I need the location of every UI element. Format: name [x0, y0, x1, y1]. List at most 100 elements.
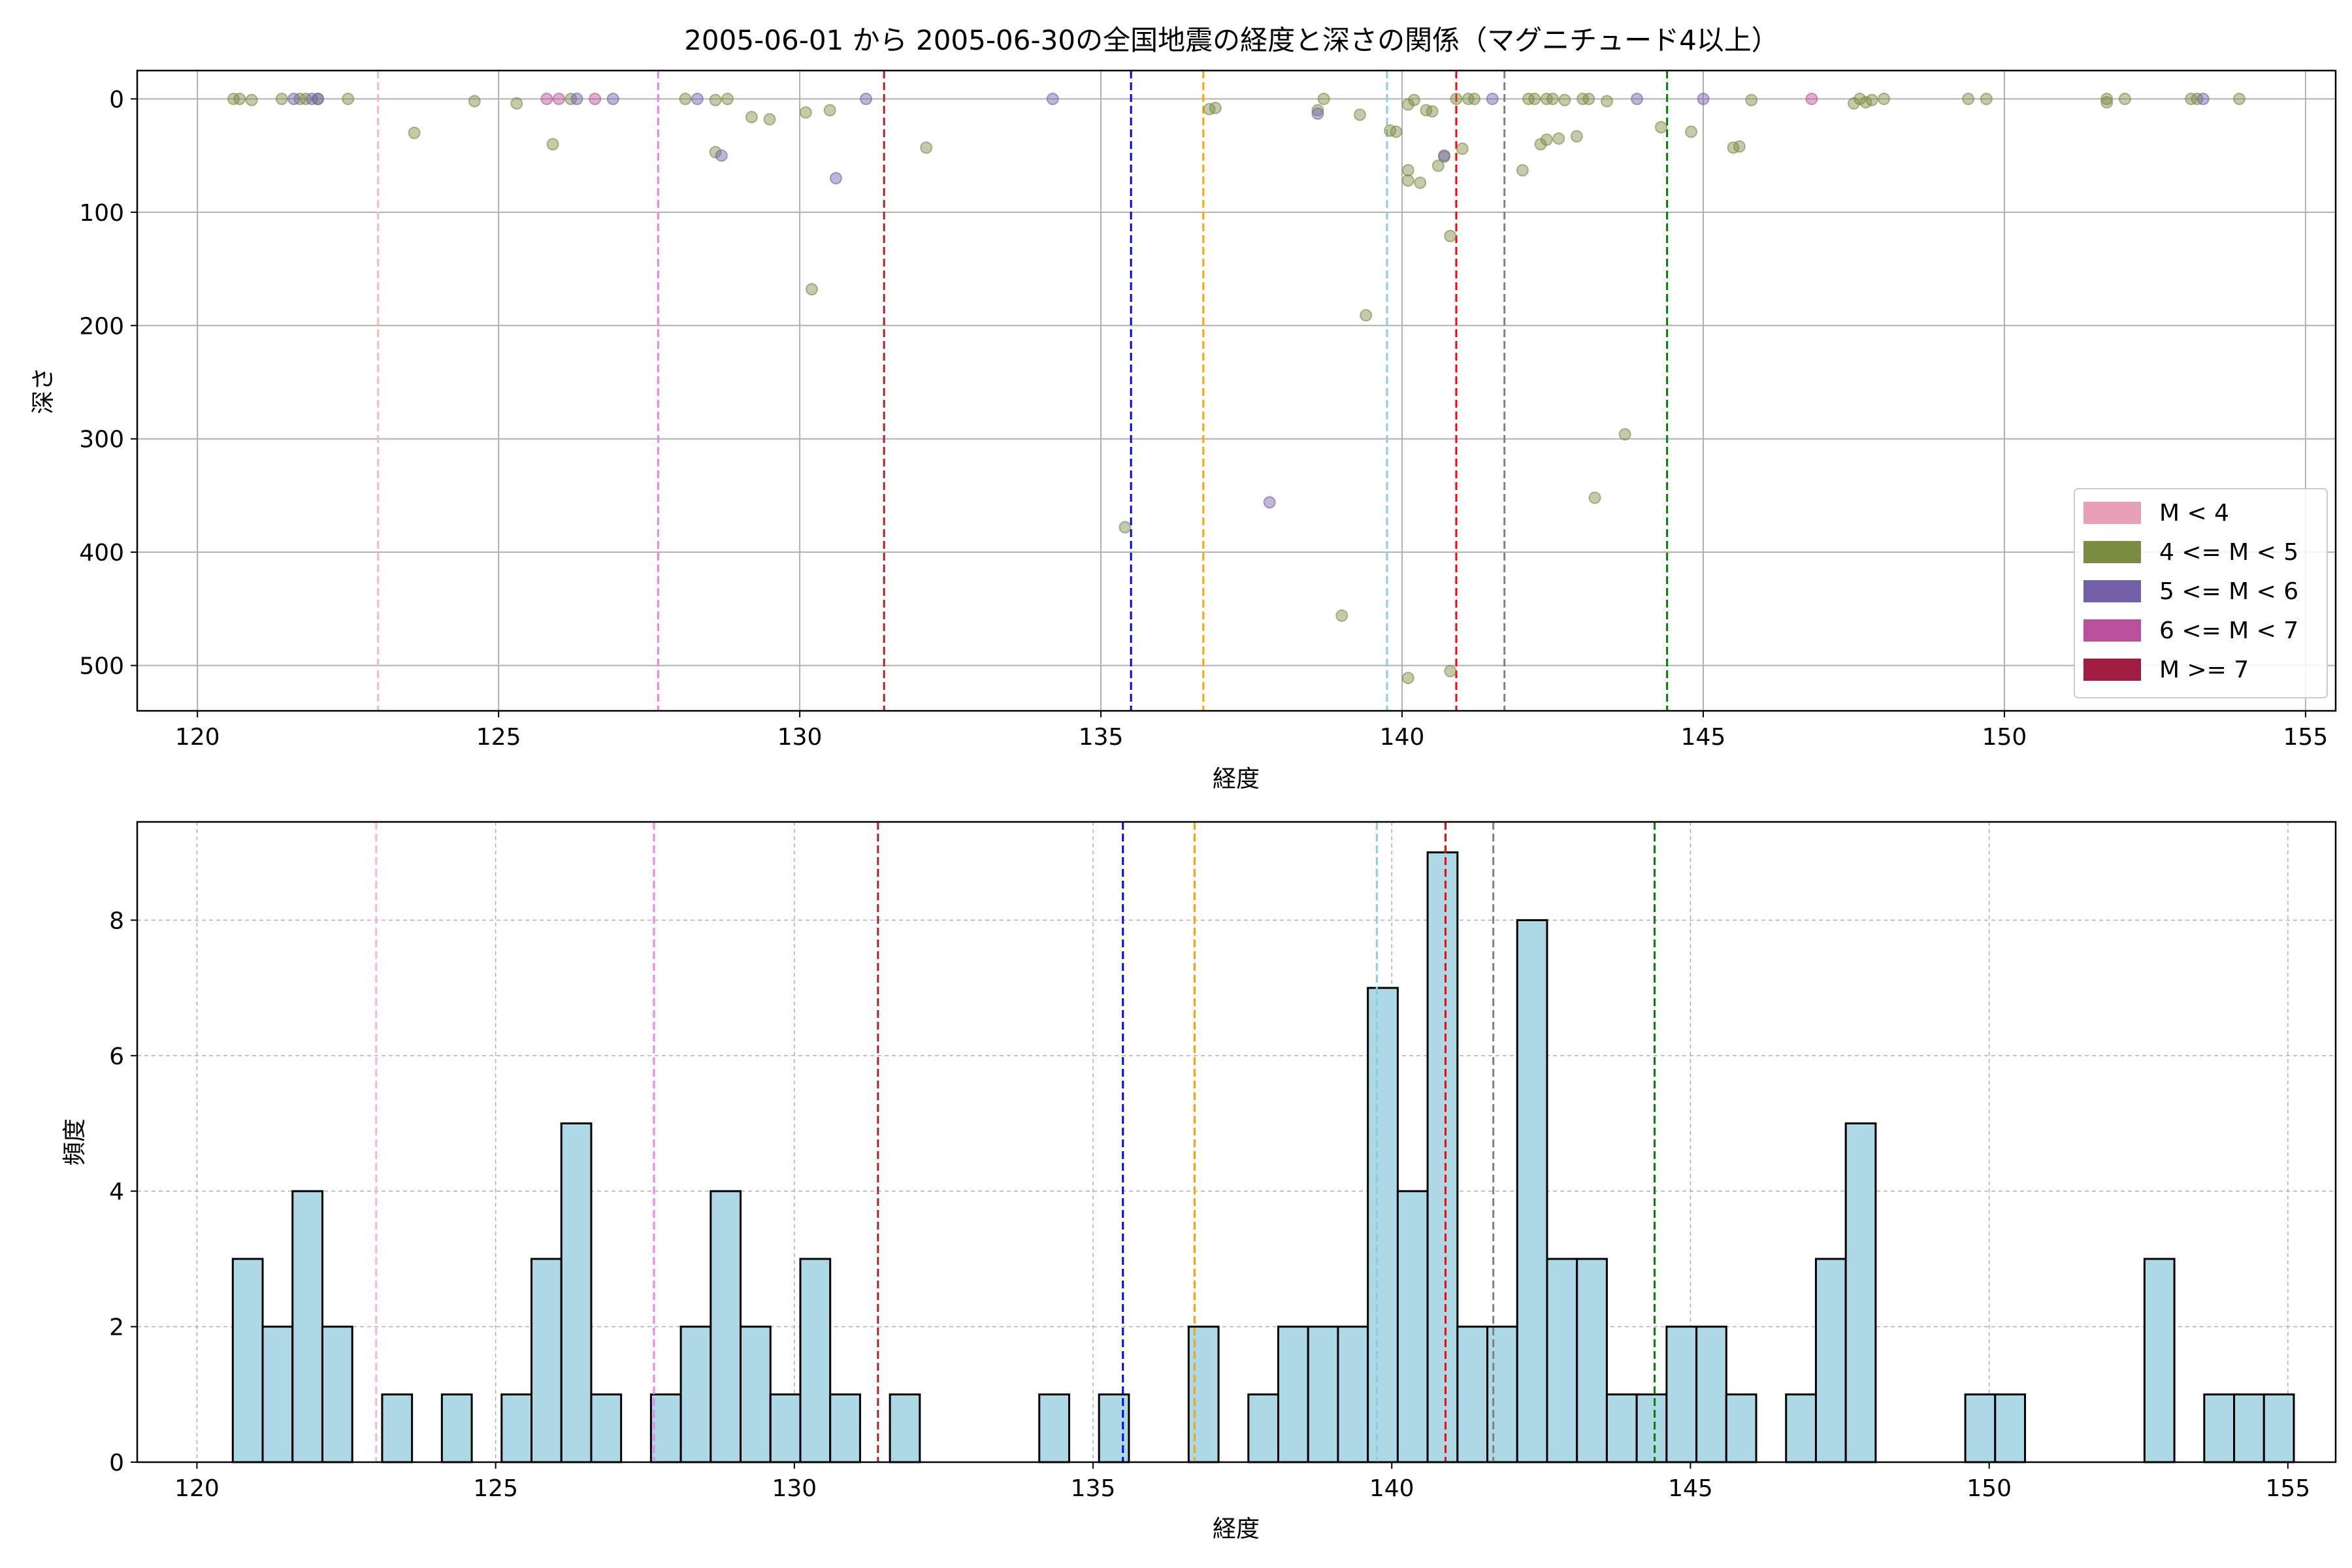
scatter-point: [540, 92, 553, 105]
scatter-point: [1685, 125, 1698, 139]
scatter-point: [799, 106, 812, 119]
scatter-point: [763, 113, 776, 126]
histogram-bar: [1605, 1393, 1638, 1463]
histogram-bar: [2233, 1393, 2265, 1463]
histogram-y-tick-label: 2: [109, 1315, 124, 1341]
scatter-point: [829, 172, 842, 185]
histogram-bar: [1844, 1122, 1877, 1463]
scatter-point: [721, 92, 734, 105]
scatter-point: [920, 141, 933, 154]
scatter-point: [1401, 164, 1414, 177]
histogram-bar: [649, 1393, 682, 1463]
histogram-bar: [1187, 1326, 1220, 1463]
scatter-y-tick-label: 100: [79, 200, 124, 227]
scatter-point: [287, 92, 301, 105]
histogram-bar: [1695, 1326, 1727, 1463]
legend: M < 4 4 <= M < 5 5 <= M < 6 6 <= M < 7 M >= …: [2074, 488, 2328, 698]
histogram-x-tick-label: 145: [1668, 1475, 1713, 1502]
histogram-bar: [231, 1258, 264, 1463]
histogram-bar: [2203, 1393, 2236, 1463]
histogram-bar: [1994, 1393, 2027, 1463]
legend-swatch: [2083, 580, 2141, 602]
scatter-point: [1263, 496, 1276, 509]
histogram-bar: [1456, 1326, 1489, 1463]
scatter-point: [1046, 92, 1059, 105]
histogram-bar: [321, 1326, 353, 1463]
histogram-bar: [799, 1258, 832, 1463]
scatter-point: [1745, 93, 1758, 106]
scatter-point: [1540, 133, 1553, 146]
scatter-point: [342, 92, 355, 105]
legend-swatch: [2083, 541, 2141, 563]
scatter-point: [691, 92, 704, 105]
scatter-point: [1528, 92, 1541, 105]
histogram-bar: [1277, 1326, 1309, 1463]
legend-label: 6 <= M < 7: [2159, 617, 2298, 644]
scatter-plot-area: [137, 71, 2336, 711]
histogram-bar: [1516, 919, 1548, 1463]
histogram-x-tick-label: 150: [1967, 1475, 2012, 1502]
histogram-bar: [1038, 1393, 1070, 1463]
scatter-point: [1360, 309, 1373, 322]
histogram-bar: [560, 1122, 593, 1463]
histogram-bar: [1785, 1393, 1817, 1463]
scatter-point: [1311, 107, 1324, 120]
scatter-point: [1456, 142, 1469, 155]
histogram-x-tick-label: 125: [473, 1475, 518, 1502]
histogram-bars: [231, 851, 2295, 1463]
histogram-x-tick-label: 155: [2265, 1475, 2310, 1502]
histogram-bar: [1396, 1190, 1429, 1463]
scatter-point: [2100, 92, 2114, 105]
scatter-point: [1854, 92, 1867, 105]
scatter-plot-border: [136, 69, 2337, 712]
histogram-x-tick-label: 140: [1369, 1475, 1414, 1502]
scatter-point: [1588, 491, 1601, 504]
scatter-point: [546, 138, 559, 151]
histogram-bar: [679, 1326, 712, 1463]
histogram-bar: [1247, 1393, 1280, 1463]
scatter-point: [1654, 121, 1667, 134]
scatter-x-axis-label: 経度: [1213, 766, 1260, 792]
scatter-y-tick-label: 400: [79, 540, 124, 566]
scatter-point: [606, 92, 619, 105]
scatter-x-tick-label: 155: [2283, 724, 2328, 751]
scatter-point: [552, 92, 565, 105]
chart-title: 2005-06-01 から 2005-06-30の全国地震の経度と深さの関係（マ…: [684, 24, 1779, 56]
histogram-bar: [1486, 1326, 1518, 1463]
scatter-point: [2197, 92, 2210, 105]
histogram-panel: 120 125 130 135 140 145 150 155 0 2 4 6 8 経度 頻度: [61, 821, 2337, 1543]
scatter-point: [1733, 140, 1746, 153]
histogram-bar: [381, 1393, 414, 1463]
scatter-y-tick-label: 0: [109, 86, 124, 113]
scatter-point: [1582, 92, 1595, 105]
scatter-point: [745, 110, 758, 123]
scatter-point: [2232, 92, 2246, 105]
scatter-point: [1962, 92, 1975, 105]
scatter-point: [1805, 92, 1818, 105]
histogram-bar: [1546, 1258, 1578, 1463]
scatter-point: [1865, 93, 1878, 106]
scatter-y-axis-label: 深さ: [30, 367, 57, 414]
scatter-point: [1431, 159, 1445, 172]
scatter-point: [1618, 428, 1631, 441]
histogram-y-axis-label: 頻度: [61, 1119, 88, 1166]
histogram-x-tick-label: 130: [772, 1475, 817, 1502]
histogram-bar: [440, 1393, 473, 1463]
scatter-point: [1401, 672, 1414, 685]
histogram-x-tick-label: 120: [174, 1475, 220, 1502]
scatter-point: [2100, 96, 2114, 109]
histogram-y-tick-label: 8: [109, 907, 124, 934]
scatter-point: [1438, 149, 1451, 162]
scatter-point: [1414, 176, 1427, 189]
histogram-bar: [889, 1393, 921, 1463]
scatter-point: [1570, 130, 1583, 143]
scatter-point: [408, 126, 421, 139]
scatter-point: [1119, 521, 1132, 534]
scatter-point: [709, 146, 722, 159]
scatter-point: [275, 92, 288, 105]
histogram-reference-lines: [375, 822, 1656, 1462]
scatter-x-tick-label: 140: [1380, 724, 1425, 751]
scatter-reference-lines: [377, 71, 1669, 711]
scatter-grid: [137, 71, 2336, 711]
scatter-point: [1426, 105, 1439, 118]
